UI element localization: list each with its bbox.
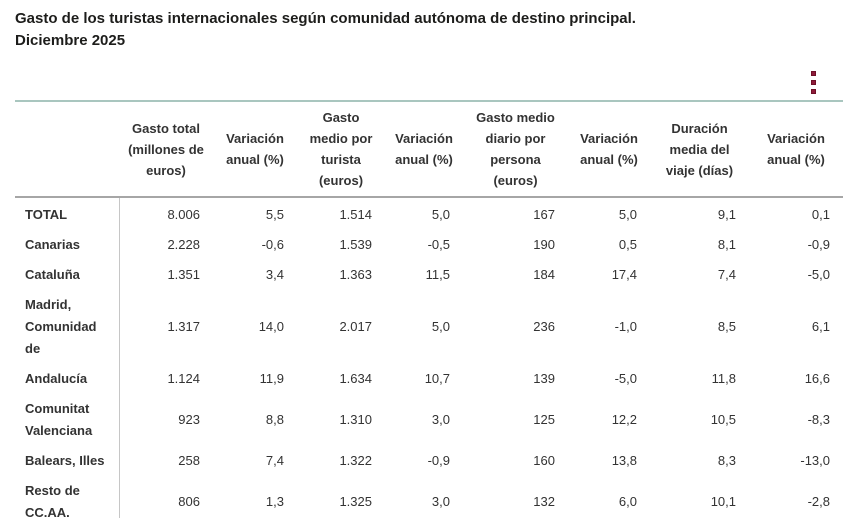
cell: 11,9	[259, 371, 284, 386]
cell: 923	[118, 394, 213, 446]
cell: -0,5	[427, 237, 450, 252]
cell: 258	[118, 446, 213, 476]
cell: 6,0	[618, 494, 637, 509]
table-row: Comunitat Valenciana 923 8,8 1.310 3,0 125 12,…	[15, 394, 843, 446]
cell: 1.539	[339, 237, 372, 252]
table-row: Madrid, Comunidad de 1.317 14,0 2.017 5,0 236…	[15, 290, 843, 364]
cell: 8.006	[118, 197, 213, 230]
cell: 1.351	[118, 260, 213, 290]
table-header-row: Gasto total (millones de euros) Variación…	[15, 101, 843, 198]
cell: -13,0	[800, 453, 830, 468]
column-header: Variación anual (%)	[213, 101, 297, 198]
cell: 9,1	[717, 207, 736, 222]
cell: 139	[533, 371, 555, 386]
column-header: Variación anual (%)	[568, 101, 650, 198]
page-title: Gasto de los turistas internacionales se…	[15, 8, 775, 52]
cell: -5,0	[807, 267, 830, 282]
cell: 10,1	[710, 494, 736, 509]
row-label: TOTAL	[25, 207, 68, 222]
table-row: Canarias 2.228 -0,6 1.539 -0,5 190 0,5 8,1 -0,9	[15, 230, 843, 260]
cell: 7,4	[717, 267, 736, 282]
cell: 6,1	[811, 319, 830, 334]
cell: -0,9	[427, 453, 450, 468]
cell: 8,1	[717, 237, 736, 252]
column-header: Gasto medio por turista (euros)	[297, 101, 385, 198]
cell: 1.124	[118, 364, 213, 394]
row-label: Comunitat Valenciana	[25, 401, 93, 438]
cell: 14,0	[258, 319, 284, 334]
cell: 1,3	[265, 494, 284, 509]
cell: 10,5	[710, 412, 736, 427]
cell: -8,3	[807, 412, 830, 427]
cell: 8,8	[265, 412, 284, 427]
cell: 10,7	[424, 371, 450, 386]
cell: 8,5	[717, 319, 736, 334]
cell: 11,8	[711, 371, 736, 386]
cell: 8,3	[717, 453, 736, 468]
cell: 1.325	[339, 494, 372, 509]
table-row: Resto de CC.AA. 806 1,3 1.325 3,0 132 6,0 10,1 -…	[15, 476, 843, 518]
cell: 1.514	[339, 207, 372, 222]
table-row: Andalucía 1.124 11,9 1.634 10,7 139 -5,0 11,8 16…	[15, 364, 843, 394]
cell: 1.317	[118, 290, 213, 364]
cell: 5,0	[431, 207, 450, 222]
cell: 1.634	[339, 371, 372, 386]
row-label: Balears, Illes	[25, 453, 105, 468]
table-row: TOTAL 8.006 5,5 1.514 5,0 167 5,0 9,1 0,1	[15, 197, 843, 230]
cell: 125	[533, 412, 555, 427]
corner-cell	[15, 101, 119, 198]
cell: 1.363	[339, 267, 372, 282]
cell: 0,5	[618, 237, 637, 252]
cell: 3,0	[431, 412, 450, 427]
column-header: Duración media del viaje (días)	[650, 101, 749, 198]
kebab-dot	[810, 89, 816, 94]
cell: -5,0	[614, 371, 637, 386]
cell: -0,9	[807, 237, 830, 252]
cell: 16,6	[804, 371, 830, 386]
cell: 1.310	[339, 412, 372, 427]
column-header: Gasto total (millones de euros)	[119, 101, 213, 198]
cell: 13,8	[611, 453, 637, 468]
table-row: Balears, Illes 258 7,4 1.322 -0,9 160 13,8 8,3 -…	[15, 446, 843, 476]
kebab-menu-icon[interactable]	[807, 70, 819, 95]
column-header: Variación anual (%)	[385, 101, 463, 198]
column-header: Gasto medio diario por persona (euros)	[463, 101, 568, 198]
cell: 132	[533, 494, 555, 509]
data-table: Gasto total (millones de euros) Variación…	[15, 100, 843, 518]
cell: 2.017	[339, 319, 372, 334]
cell: 0,1	[811, 207, 830, 222]
cell: 236	[533, 319, 555, 334]
column-header: Variación anual (%)	[749, 101, 843, 198]
page-title-line2: Diciembre 2025	[15, 32, 126, 49]
row-label: Madrid, Comunidad de	[25, 297, 97, 356]
cell: -1,0	[614, 319, 637, 334]
page-title-line1: Gasto de los turistas internacionales se…	[15, 10, 636, 27]
cell: -2,8	[807, 494, 830, 509]
cell: 3,0	[431, 494, 450, 509]
cell: -0,6	[261, 237, 284, 252]
cell: 160	[533, 453, 555, 468]
cell: 12,2	[611, 412, 637, 427]
cell: 1.322	[339, 453, 372, 468]
row-label: Andalucía	[25, 371, 88, 386]
cell: 7,4	[265, 453, 284, 468]
cell: 5,0	[618, 207, 637, 222]
cell: 11,5	[425, 267, 450, 282]
cell: 17,4	[611, 267, 637, 282]
kebab-dot	[810, 71, 816, 76]
cell: 806	[118, 476, 213, 518]
cell: 190	[533, 237, 555, 252]
kebab-dot	[810, 80, 816, 85]
cell: 167	[533, 207, 555, 222]
cell: 184	[533, 267, 555, 282]
cell: 2.228	[118, 230, 213, 260]
row-label: Resto de CC.AA.	[25, 483, 80, 518]
cell: 5,0	[431, 319, 450, 334]
row-label: Cataluña	[25, 267, 80, 282]
table-row: Cataluña 1.351 3,4 1.363 11,5 184 17,4 7,4 -5,0	[15, 260, 843, 290]
cell: 5,5	[265, 207, 284, 222]
row-label: Canarias	[25, 237, 80, 252]
cell: 3,4	[265, 267, 284, 282]
